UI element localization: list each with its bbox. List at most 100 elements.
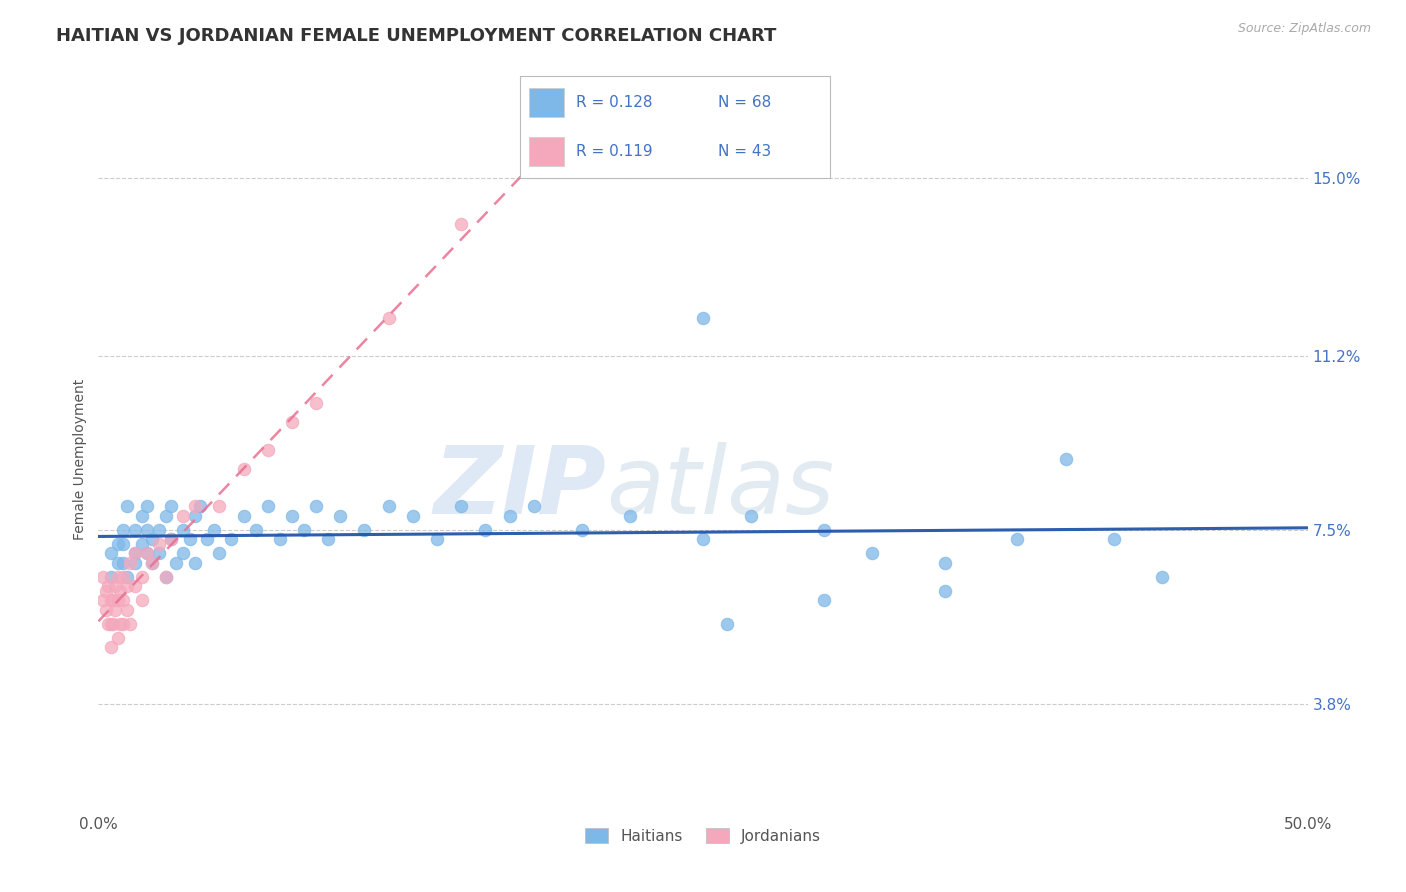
Point	[117, 500, 139, 514]
Point	[91, 593, 114, 607]
Point	[232, 508, 254, 523]
Point	[100, 593, 122, 607]
Point	[160, 500, 183, 514]
Point	[1007, 533, 1029, 547]
Point	[281, 508, 304, 523]
Point	[100, 570, 122, 584]
Point	[117, 579, 139, 593]
Point	[124, 556, 146, 570]
Point	[1152, 570, 1174, 584]
Point	[118, 616, 141, 631]
Point	[111, 593, 134, 607]
Point	[135, 523, 157, 537]
Point	[94, 603, 117, 617]
Point	[571, 523, 593, 537]
Text: Source: ZipAtlas.com: Source: ZipAtlas.com	[1237, 22, 1371, 36]
Point	[104, 579, 127, 593]
Point	[256, 442, 278, 457]
Text: N = 68: N = 68	[718, 95, 772, 110]
Point	[232, 462, 254, 476]
Point	[97, 616, 120, 631]
Point	[256, 500, 278, 514]
Point	[377, 311, 399, 326]
Point	[131, 593, 153, 607]
Point	[160, 533, 183, 547]
Point	[281, 415, 304, 429]
Point	[172, 508, 194, 523]
Point	[305, 396, 328, 410]
Point	[108, 583, 131, 598]
Point	[172, 546, 194, 560]
Point	[165, 556, 187, 570]
Point	[179, 533, 201, 547]
Point	[108, 616, 131, 631]
Point	[245, 523, 267, 537]
Point	[316, 533, 339, 547]
Point	[111, 616, 134, 631]
Point	[131, 570, 153, 584]
Point	[107, 537, 129, 551]
Point	[692, 311, 714, 326]
Point	[860, 546, 883, 560]
Point	[118, 556, 141, 570]
Point	[934, 556, 956, 570]
Bar	[530, 88, 564, 117]
Point	[377, 500, 399, 514]
Point	[100, 640, 122, 655]
Point	[111, 570, 134, 584]
Point	[91, 570, 114, 584]
Point	[101, 616, 124, 631]
Point	[269, 533, 291, 547]
Point	[135, 546, 157, 560]
Point	[104, 603, 127, 617]
Point	[426, 533, 449, 547]
Point	[117, 570, 139, 584]
Point	[402, 508, 425, 523]
Point	[141, 533, 163, 547]
Point	[135, 500, 157, 514]
Point	[1054, 452, 1077, 467]
Point	[692, 533, 714, 547]
Point	[353, 523, 375, 537]
Point	[184, 500, 207, 514]
Text: N = 43: N = 43	[718, 145, 772, 160]
Point	[148, 537, 170, 551]
Point	[155, 508, 177, 523]
Point	[716, 616, 738, 631]
Point	[523, 500, 546, 514]
Point	[101, 593, 124, 607]
Point	[184, 508, 207, 523]
Point	[131, 537, 153, 551]
Point	[107, 570, 129, 584]
Point	[111, 523, 134, 537]
Point	[94, 583, 117, 598]
Point	[204, 523, 226, 537]
Point	[111, 556, 134, 570]
Point	[1102, 533, 1125, 547]
Point	[329, 508, 352, 523]
Point	[172, 523, 194, 537]
Point	[148, 523, 170, 537]
Text: HAITIAN VS JORDANIAN FEMALE UNEMPLOYMENT CORRELATION CHART: HAITIAN VS JORDANIAN FEMALE UNEMPLOYMENT…	[56, 27, 776, 45]
Point	[188, 500, 211, 514]
Point	[135, 546, 157, 560]
Point	[740, 508, 762, 523]
Point	[450, 500, 472, 514]
Text: atlas: atlas	[606, 442, 835, 533]
Point	[934, 583, 956, 598]
Point	[117, 603, 139, 617]
Point	[221, 533, 243, 547]
Point	[111, 537, 134, 551]
Point	[305, 500, 328, 514]
Point	[100, 616, 122, 631]
Point	[148, 546, 170, 560]
Point	[184, 556, 207, 570]
Point	[208, 546, 231, 560]
Point	[141, 556, 163, 570]
Text: R = 0.128: R = 0.128	[576, 95, 652, 110]
Point	[100, 546, 122, 560]
Point	[160, 533, 183, 547]
Point	[124, 546, 146, 560]
Point	[97, 579, 120, 593]
Point	[450, 218, 472, 232]
